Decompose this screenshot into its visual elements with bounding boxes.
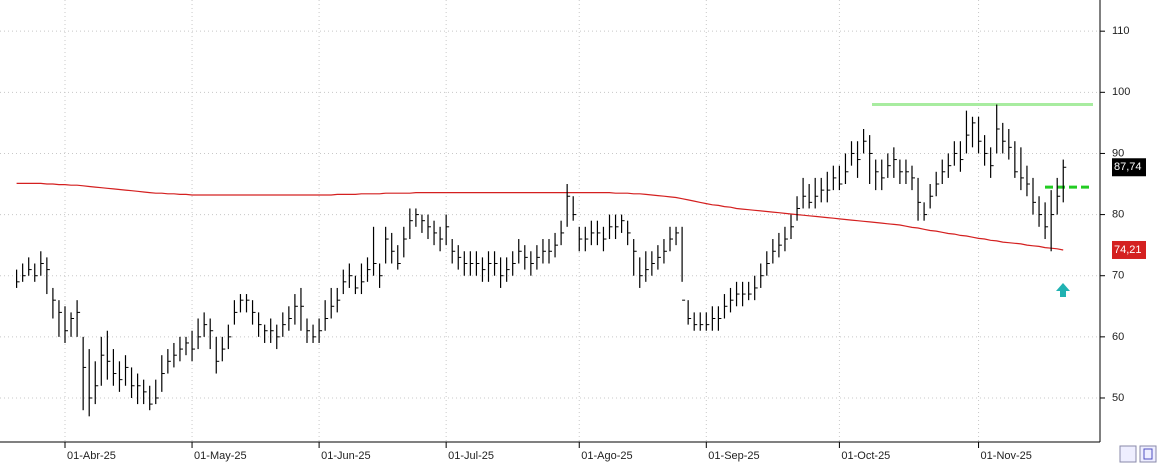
y-tick-label: 80 bbox=[1112, 208, 1124, 220]
last-price-label: 87,74 bbox=[1114, 161, 1142, 173]
x-tick-label: 01-Nov-25 bbox=[981, 450, 1032, 462]
y-tick-label: 100 bbox=[1112, 86, 1130, 98]
y-tick-label: 70 bbox=[1112, 270, 1124, 282]
save-icon bbox=[1143, 448, 1153, 460]
last-price-badge bbox=[1112, 158, 1146, 177]
y-tick-label: 60 bbox=[1112, 331, 1124, 343]
x-tick-label: 01-Sep-25 bbox=[708, 450, 759, 462]
y-tick-label: 110 bbox=[1112, 25, 1130, 37]
ma-badge bbox=[1112, 240, 1146, 259]
moving-average bbox=[16, 182, 1064, 251]
x-tick-label: 01-Ago-25 bbox=[581, 450, 632, 462]
save-button[interactable] bbox=[1139, 445, 1157, 463]
scroll-button[interactable] bbox=[1119, 445, 1137, 463]
ma-label: 74,21 bbox=[1114, 244, 1142, 256]
x-tick-label: 01-Abr-25 bbox=[67, 450, 116, 462]
arrow-marker bbox=[1056, 283, 1070, 297]
x-tick-label: 01-Jun-25 bbox=[321, 450, 371, 462]
x-tick-label: 01-May-25 bbox=[194, 450, 247, 462]
y-tick-label: 90 bbox=[1112, 147, 1124, 159]
x-tick-label: 01-Oct-25 bbox=[841, 450, 890, 462]
y-tick-label: 50 bbox=[1112, 392, 1124, 404]
x-tick-label: 01-Jul-25 bbox=[448, 450, 494, 462]
